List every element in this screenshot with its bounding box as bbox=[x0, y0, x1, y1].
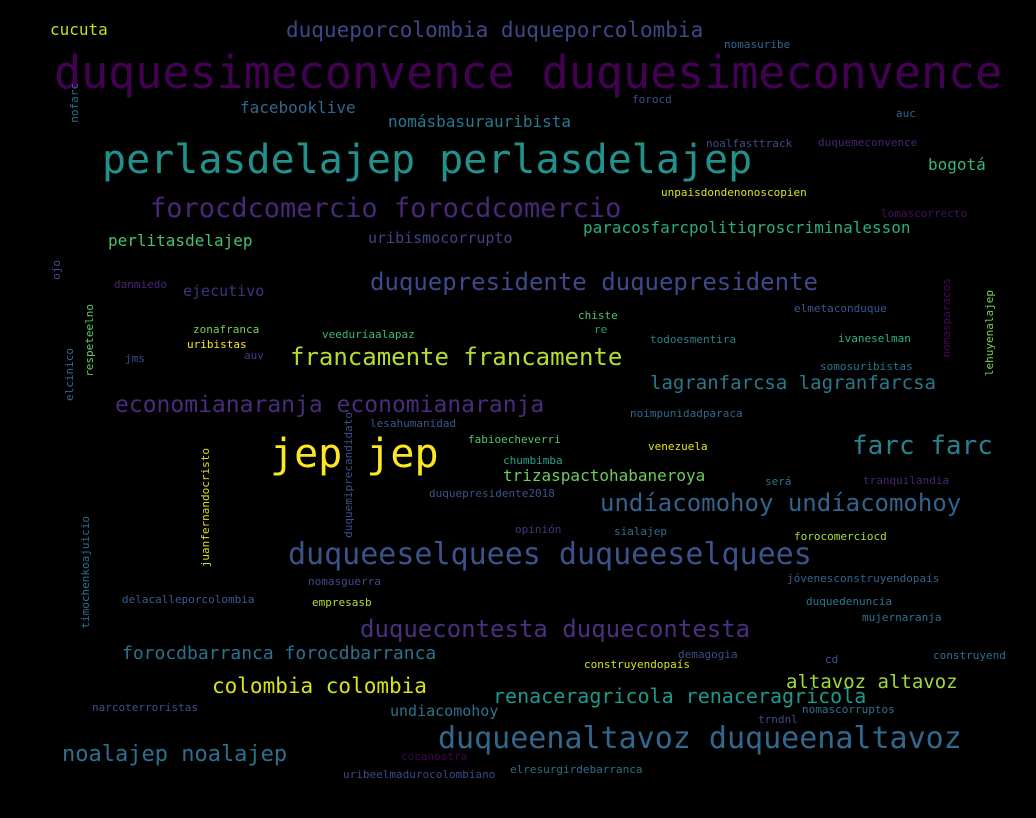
word-cucuta: cucuta bbox=[50, 20, 108, 39]
word-fabioecheverri: fabioecheverri bbox=[468, 433, 561, 446]
word-uribistas: uribistas bbox=[187, 338, 247, 351]
word-narcoterroristas: narcoterroristas bbox=[92, 701, 198, 714]
word-duquecontesta: duquecontesta duquecontesta bbox=[360, 615, 751, 643]
word-timochenkoajuicio: timochenkoajuicio bbox=[79, 516, 92, 629]
word-construyendopais: construyendopaís bbox=[584, 658, 690, 671]
word-nomasguerra: nomasguerra bbox=[308, 575, 381, 588]
word-undiacomohoy-small: undiacomohoy bbox=[390, 702, 499, 720]
word-perlasdelajep: perlasdelajep perlasdelajep bbox=[102, 137, 753, 183]
word-duquemeconvence: duquemeconvence bbox=[818, 136, 918, 149]
word-zonafranca: zonafranca bbox=[193, 323, 260, 336]
word-mujernaranja: mujernaranja bbox=[862, 611, 942, 624]
word-farc: farc farc bbox=[852, 431, 993, 461]
word-ojo: ojo bbox=[50, 260, 63, 280]
word-demagogia: demagogia bbox=[678, 648, 738, 661]
word-nomasuribe: nomasuribe bbox=[724, 38, 791, 51]
word-auc: auc bbox=[896, 107, 916, 120]
word-renaceragricola: renaceragricola renaceragricola bbox=[493, 684, 867, 708]
word-nomasparacos: nomasparacos bbox=[940, 278, 953, 358]
word-elcinico: elcinico bbox=[63, 348, 76, 401]
word-economianaranja: economianaranja economianaranja bbox=[115, 392, 545, 418]
word-duquesimeconvence: duquesimeconvence duquesimeconvence bbox=[54, 46, 1003, 99]
word-cocanostra: cocanostra bbox=[401, 750, 468, 763]
word-sera: será bbox=[765, 475, 792, 488]
word-duqueporcolombia: duqueporcolombia duqueporcolombia bbox=[286, 18, 704, 42]
word-delacalleporcolombia: delacalleporcolombia bbox=[122, 593, 255, 606]
word-auv: auv bbox=[244, 349, 264, 362]
word-undiacomohoy: undíacomohoy undíacomohoy bbox=[600, 489, 962, 517]
word-lesahumanidad: lesahumanidad bbox=[370, 417, 457, 430]
word-sialajep: sialajep bbox=[614, 525, 667, 538]
word-lagranfarcsa: lagranfarcsa lagranfarcsa bbox=[650, 372, 936, 394]
word-lomascorrecto: lomascorrecto bbox=[881, 207, 968, 220]
word-trizaspactohabaneroya: trizaspactohabaneroya bbox=[503, 466, 706, 485]
word-noalfasttrack: noalfasttrack bbox=[706, 137, 793, 150]
word-forocdbarranca: forocdbarranca forocdbarranca bbox=[122, 643, 437, 664]
word-chumbimba: chumbimba bbox=[503, 454, 563, 467]
word-opinion: opinión bbox=[515, 523, 562, 536]
word-re: re bbox=[594, 323, 608, 336]
word-construyend: construyend bbox=[933, 649, 1006, 662]
word-veeduriaalapaz: veeduríaalapaz bbox=[322, 328, 415, 341]
word-jep: jep jep bbox=[270, 431, 439, 477]
word-jms: jms bbox=[125, 352, 145, 365]
word-elresurgirdebarranca: elresurgirdebarranca bbox=[510, 763, 643, 776]
word-francamente: francamente francamente bbox=[290, 343, 623, 371]
word-noalajep: noalajep noalajep bbox=[62, 742, 288, 767]
word-venezuela: venezuela bbox=[648, 440, 708, 453]
word-facebooklive: facebooklive bbox=[240, 98, 356, 117]
word-duquemiprecandidato: duquemiprecandidato bbox=[342, 412, 355, 538]
word-forocdcomercio: forocdcomercio forocdcomercio bbox=[150, 193, 622, 224]
word-duqueeselquees: duqueeselquees duqueeselquees bbox=[288, 537, 812, 572]
word-colombia: colombia colombia bbox=[212, 674, 427, 698]
word-danmiedo: danmiedo bbox=[114, 278, 167, 291]
word-unpaisdondenonoscopien: unpaisdondenonoscopien bbox=[661, 186, 807, 199]
word-duquedenuncia: duquedenuncia bbox=[806, 595, 893, 608]
word-noimpunidadparaca: noimpunidadparaca bbox=[630, 407, 743, 420]
word-nomasbasurauribista: nomásbasurauribista bbox=[388, 112, 572, 131]
word-uribeelmadurocolombiano: uribeelmadurocolombiano bbox=[343, 768, 496, 781]
word-chiste: chiste bbox=[578, 309, 618, 322]
word-ivaneselman: ivaneselman bbox=[838, 332, 911, 345]
word-perlitasdelajep: perlitasdelajep bbox=[108, 231, 253, 250]
word-elmetaconduque: elmetaconduque bbox=[794, 302, 887, 315]
word-forocomerciocd: forocomerciocd bbox=[794, 530, 887, 543]
word-nomascorruptos: nomascorruptos bbox=[802, 703, 895, 716]
word-uribismocorrupto: uribismocorrupto bbox=[368, 229, 513, 247]
word-empresasb: empresasb bbox=[312, 596, 372, 609]
word-bogota: bogotá bbox=[928, 155, 986, 174]
word-lehuyenalajep: lehuyenalajep bbox=[983, 290, 996, 377]
word-respeteelno: respeteelno bbox=[83, 304, 96, 377]
word-ejecutivo: ejecutivo bbox=[183, 282, 265, 300]
word-duquepresidente2018: duquepresidente2018 bbox=[429, 487, 555, 500]
word-nofarc: nofarc bbox=[68, 83, 81, 123]
word-cd: cd bbox=[825, 653, 839, 666]
word-trndnl: trndnl bbox=[758, 713, 798, 726]
word-altavoz: altavoz altavoz bbox=[786, 671, 958, 693]
word-todoesmentira: todoesmentira bbox=[650, 333, 737, 346]
word-somosuribistas: somosuribistas bbox=[820, 360, 913, 373]
word-duqueenaltavoz: duqueenaltavoz duqueenaltavoz bbox=[438, 721, 962, 756]
word-forocd: forocd bbox=[632, 93, 672, 106]
word-tranquilandia: tranquilandia bbox=[863, 474, 950, 487]
word-paracosfarcpolitiqroscriminalesson: paracosfarcpolitiqroscriminalesson bbox=[583, 218, 911, 237]
word-duquepresidente: duquepresidente duquepresidente bbox=[370, 268, 818, 296]
word-jovenesconstruyendopais: jóvenesconstruyendopaís bbox=[787, 572, 940, 585]
word-juanfernandocristo: juanfernandocristo bbox=[199, 448, 212, 568]
